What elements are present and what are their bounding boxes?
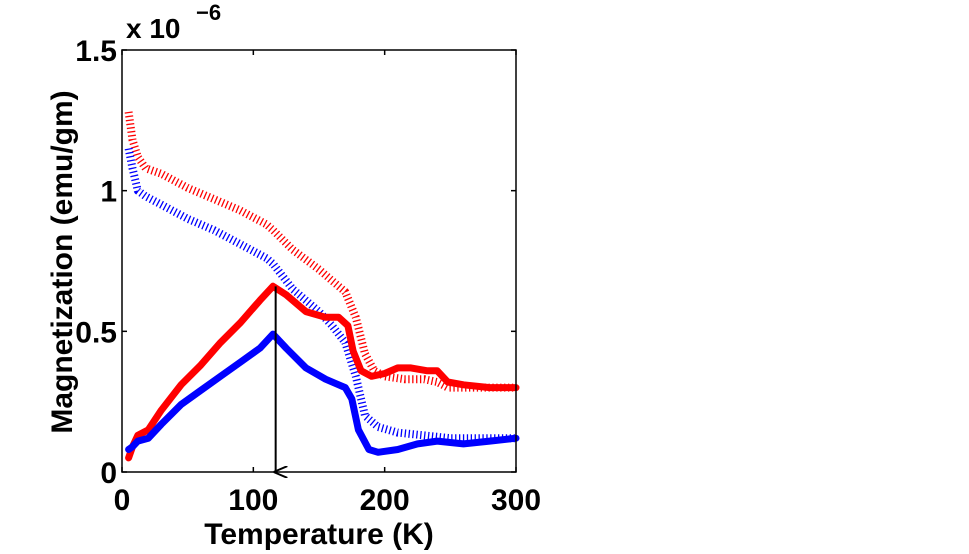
y-tick-label-3: 1.5 xyxy=(75,35,117,68)
series-line-red-solid xyxy=(129,286,516,458)
series-line-blue-solid xyxy=(129,334,516,452)
y-tick-label-0: 0 xyxy=(100,457,117,490)
y-multiplier-exponent: −6 xyxy=(196,0,221,25)
x-tick-label-2: 200 xyxy=(360,484,410,517)
magnetization-chart: 0 100 200 30000.511.5 Temperature (K) Magne… xyxy=(0,0,969,554)
y-multiplier-label: x 10 xyxy=(126,13,181,44)
series-line-blue-dotted xyxy=(129,149,516,439)
chart-container: 0 100 200 300 0 0.5 1 1.5 Temperature (K) Magne… xyxy=(0,0,969,554)
x-axis-title: Temperature (K) xyxy=(204,518,433,551)
series-layer xyxy=(129,112,516,458)
x-tick-label-3: 300 xyxy=(491,484,541,517)
y-tick-label-1: 0.5 xyxy=(75,316,117,349)
y-axis-title: Magnetization (emu/gm) xyxy=(46,90,79,433)
y-tick-label-2: 1 xyxy=(100,176,117,209)
series-line-red-dotted xyxy=(129,112,516,388)
x-tick-label-1: 100 xyxy=(228,484,278,517)
